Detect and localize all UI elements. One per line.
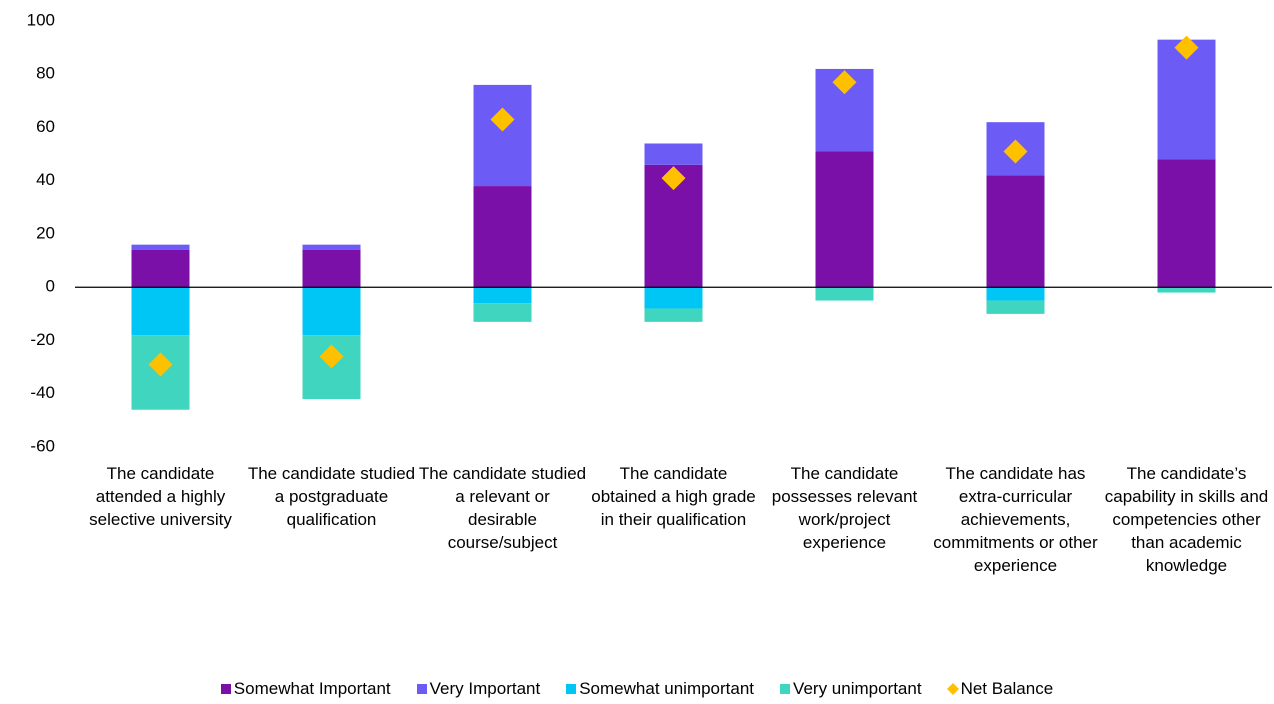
bar-segment [131, 287, 190, 336]
legend-label: Somewhat unimportant [579, 679, 755, 698]
legend-item: Very unimportant [780, 679, 922, 699]
y-tick-label: -20 [30, 330, 55, 349]
bar-segment [986, 175, 1045, 288]
legend-item: Somewhat Important [220, 679, 391, 699]
bar-segment [644, 287, 703, 309]
legend-label: Somewhat Important [233, 679, 391, 698]
legend-label: Very Important [429, 679, 541, 698]
bar-segment [131, 244, 190, 250]
net-balance-marker [148, 352, 173, 377]
x-tick-label: The candidate’s capability in skills and… [1104, 464, 1269, 575]
net-balance-marker [832, 70, 857, 95]
x-tick-label: The candidate attended a highly selectiv… [89, 464, 232, 529]
bar-segment [986, 287, 1045, 301]
bar-segment [302, 249, 361, 288]
y-tick-label: 40 [36, 170, 55, 189]
bar-segment [986, 300, 1045, 314]
legend-item: Net Balance [946, 679, 1054, 699]
net-balance-marker [319, 344, 344, 369]
x-tick-label: The candidate studied a relevant or desi… [418, 464, 587, 552]
net-balance-marker [1174, 35, 1199, 60]
x-tick-label: The candidate has extra-curricular achie… [933, 464, 1098, 575]
legend-swatch [780, 684, 791, 694]
legend-item: Somewhat unimportant [566, 679, 754, 699]
bar-segment [302, 287, 361, 336]
bar-segment [644, 308, 703, 322]
legend-swatch [220, 684, 231, 694]
x-tick-label: The candidate obtained a high grade in t… [591, 464, 756, 529]
bar-segment [473, 287, 532, 304]
bar-segment [1157, 159, 1216, 288]
y-tick-label: -40 [30, 383, 55, 402]
bar-segment [131, 249, 190, 288]
legend-swatch [946, 682, 959, 696]
net-balance-marker [1003, 139, 1028, 164]
legend-label: Very unimportant [793, 679, 922, 698]
bar-segment [644, 143, 703, 165]
x-tick-label: The candidate studied a postgraduate qua… [247, 464, 416, 529]
net-balance-marker [661, 166, 686, 191]
bar-segment [815, 287, 874, 301]
legend-swatch [566, 684, 577, 694]
bar-segment [815, 151, 874, 288]
net-balance-marker [490, 107, 515, 132]
legend-item: Very Important [416, 679, 541, 699]
y-tick-label: 20 [36, 223, 55, 242]
bar-segment [473, 303, 532, 322]
bar-segment [302, 244, 361, 250]
x-tick-label: The candidate possesses relevant work/pr… [771, 464, 918, 552]
bar-segment [473, 84, 532, 187]
y-tick-label: 80 [36, 64, 55, 83]
legend: Somewhat Important Very Important Somewhat… [0, 679, 1274, 699]
bar-segment [1157, 287, 1216, 293]
y-tick-label: 0 [46, 277, 55, 296]
y-tick-label: -60 [30, 436, 55, 455]
legend-swatch [416, 684, 427, 694]
bar-segment [473, 186, 532, 288]
legend-label: Net Balance [960, 679, 1054, 698]
y-tick-label: 100 [27, 10, 55, 29]
y-tick-label: 60 [36, 117, 55, 136]
